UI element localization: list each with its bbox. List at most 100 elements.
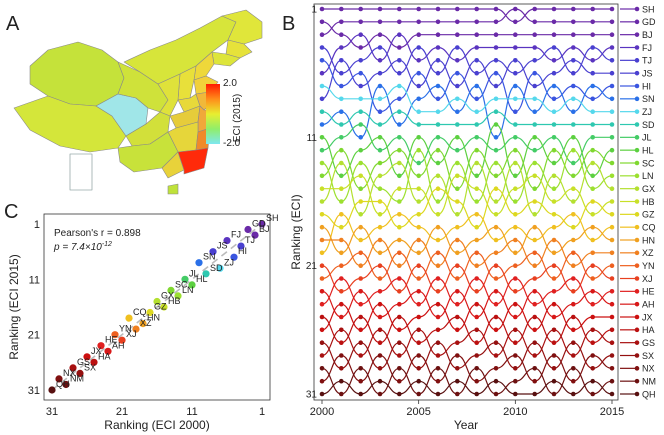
- bump-point-fj-2000: [319, 70, 325, 76]
- scatter-ytick-21: 21: [28, 330, 40, 342]
- bump-point-hb-2010: [513, 186, 518, 191]
- legend-marker-gz: [634, 212, 640, 217]
- legend-marker-sc: [634, 160, 640, 166]
- bump-point-xz-2006: [435, 263, 441, 269]
- bump-point-nm-2004: [397, 366, 402, 371]
- bump-point-sx-2003: [377, 366, 383, 371]
- bump-point-hl-2003: [377, 135, 383, 140]
- bump-point-nm-2005: [416, 391, 422, 397]
- bump-point-nx-2013: [571, 378, 576, 384]
- bump-line-xz: [322, 239, 612, 267]
- bump-point-xj-2015: [609, 276, 615, 281]
- bump-point-sc-2003: [377, 160, 383, 166]
- scatter-label-ha: HA: [98, 351, 111, 361]
- bump-point-gd-2009: [493, 19, 499, 25]
- bump-point-nm-2006: [435, 366, 441, 371]
- bump-point-xz-2008: [474, 263, 480, 269]
- bump-point-ha-2013: [571, 314, 576, 320]
- scatter-point-tj: [237, 242, 245, 250]
- bump-point-ah-2007: [455, 289, 460, 294]
- bump-point-nx-2012: [551, 353, 557, 358]
- scatter-point-ha: [90, 358, 98, 366]
- bump-point-he-2003: [377, 289, 383, 294]
- bump-point-sn-2007: [455, 109, 460, 114]
- bump-point-sn-2012: [551, 83, 557, 89]
- bump-point-ha-2000: [319, 314, 325, 320]
- bump-point-qh-2006: [435, 391, 441, 397]
- bump-point-gd-2006: [435, 19, 441, 25]
- bump-point-gs-2004: [397, 353, 402, 358]
- bump-point-bj-2011: [532, 32, 537, 37]
- region-guangdong: [177, 147, 209, 175]
- bump-point-sx-2009: [493, 340, 499, 346]
- legend-label-hl: HL: [642, 145, 654, 155]
- bump-point-sx-2012: [551, 366, 557, 371]
- bump-point-tj-2007: [455, 45, 460, 50]
- bump-point-xz-2009: [493, 250, 499, 256]
- bump-point-nx-2007: [455, 353, 460, 358]
- bump-point-sn-2001: [339, 109, 344, 114]
- bump-point-ah-2010: [513, 314, 518, 320]
- bump-point-hn-2000: [319, 224, 325, 230]
- bump-point-cq-2015: [609, 224, 615, 230]
- bump-point-xz-2011: [532, 263, 537, 269]
- bump-point-tj-2008: [474, 70, 480, 76]
- bump-legend: SH GD BJ FJ TJ JS HI SN ZJ SD JL HL SC LN GX HB GZ CQ HN XZ…: [620, 4, 656, 399]
- bump-point-js-2006: [435, 58, 441, 63]
- bump-point-xj-2012: [551, 263, 557, 269]
- scatter-label-yn: YN: [119, 324, 132, 334]
- bump-point-bj-2013: [571, 32, 576, 37]
- bump-point-bj-2008: [474, 32, 480, 37]
- bump-point-jx-2008: [474, 301, 480, 307]
- scatter-point-sx: [76, 369, 84, 377]
- bump-point-jl-2001: [339, 135, 344, 140]
- bump-point-xj-2006: [435, 289, 441, 294]
- bump-point-he-2014: [590, 301, 595, 307]
- bump-point-gd-2004: [397, 19, 402, 25]
- bump-point-ln-2010: [513, 199, 518, 204]
- bump-point-sh-2014: [590, 6, 595, 12]
- bump-point-cq-2002: [358, 237, 364, 243]
- bump-point-tj-2006: [435, 70, 441, 76]
- bump-point-hb-2015: [609, 199, 615, 204]
- bump-point-ha-2004: [397, 314, 402, 320]
- bump-point-gz-2011: [532, 199, 537, 204]
- bump-point-sd-2012: [551, 122, 557, 127]
- bump-point-jx-2009: [493, 327, 499, 333]
- bump-point-hl-2007: [455, 135, 460, 140]
- bump-point-bj-2015: [609, 32, 615, 37]
- bump-point-sd-2006: [435, 122, 441, 127]
- legend-label-sx: SX: [642, 351, 654, 361]
- bump-point-sh-2004: [397, 6, 402, 12]
- bump-point-hn-2001: [339, 250, 344, 256]
- bump-point-ln-2015: [609, 173, 615, 179]
- colorbar-min-label: -2.0: [223, 138, 241, 149]
- bump-plot-frame: [313, 3, 619, 401]
- scatter-label-gx: GX: [161, 291, 174, 301]
- bump-point-xz-2005: [416, 237, 422, 243]
- bump-point-ha-2007: [455, 314, 460, 320]
- bump-line-zj: [321, 85, 612, 113]
- bump-point-he-2004: [397, 276, 402, 281]
- bump-point-js-2012: [551, 70, 557, 76]
- bump-point-nx-2006: [435, 378, 441, 384]
- bump-point-bj-2004: [397, 45, 402, 50]
- scatter-label-zj: ZJ: [224, 257, 234, 267]
- bump-point-zj-2007: [455, 96, 460, 102]
- bump-point-sd-2003: [377, 122, 383, 127]
- bump-point-sh-2003: [377, 6, 383, 12]
- bump-point-hl-2008: [474, 173, 480, 179]
- scatter-annotation-r: Pearson's r = 0.898: [54, 228, 141, 239]
- bump-point-qh-2015: [609, 391, 615, 397]
- bump-point-sx-2004: [397, 340, 402, 346]
- bump-point-qh-2004: [397, 391, 402, 397]
- bump-ytick-11: 11: [307, 133, 318, 144]
- bump-point-nm-2002: [358, 366, 364, 371]
- bump-point-nx-2000: [319, 378, 325, 384]
- scatter-point-fj: [223, 237, 231, 245]
- bump-point-hb-2002: [358, 173, 364, 179]
- bump-point-js-2015: [609, 70, 615, 76]
- bump-point-hl-2002: [358, 147, 364, 153]
- bump-point-jl-2013: [571, 160, 576, 166]
- bump-point-sx-2002: [358, 340, 364, 346]
